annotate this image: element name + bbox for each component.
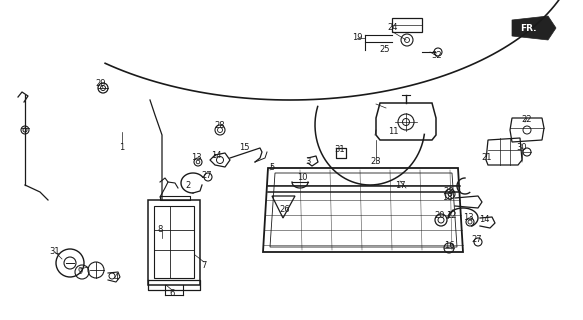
Text: 14: 14 — [479, 214, 489, 223]
Bar — [392, 18, 422, 32]
Text: 7: 7 — [201, 260, 207, 269]
Text: 23: 23 — [371, 157, 381, 166]
Text: 4: 4 — [113, 274, 118, 283]
Text: 10: 10 — [297, 173, 307, 182]
Text: 27: 27 — [202, 171, 212, 180]
Text: 18: 18 — [442, 194, 452, 203]
Text: 24: 24 — [388, 23, 398, 33]
Text: 13: 13 — [191, 153, 201, 162]
Text: FR.: FR. — [520, 24, 536, 33]
Text: 21: 21 — [482, 153, 492, 162]
Text: 12: 12 — [446, 211, 456, 220]
Text: 13: 13 — [463, 213, 473, 222]
Text: 32: 32 — [431, 52, 442, 60]
Text: 6: 6 — [169, 290, 175, 299]
Text: 28: 28 — [444, 188, 454, 196]
Text: 2: 2 — [185, 180, 191, 189]
Text: 28: 28 — [215, 122, 225, 131]
Text: 9: 9 — [78, 268, 83, 276]
Text: 27: 27 — [472, 236, 482, 244]
Text: 14: 14 — [210, 150, 222, 159]
Polygon shape — [512, 16, 556, 40]
Text: 16: 16 — [444, 241, 454, 250]
Text: 31: 31 — [50, 247, 60, 257]
Text: 22: 22 — [522, 116, 532, 124]
Text: 5: 5 — [269, 164, 275, 172]
Text: 11: 11 — [388, 126, 398, 135]
Text: 8: 8 — [157, 226, 163, 235]
Text: 31: 31 — [335, 146, 345, 155]
Text: 1: 1 — [120, 142, 125, 151]
Text: 30: 30 — [517, 143, 527, 153]
Text: 26: 26 — [280, 205, 290, 214]
Text: 20: 20 — [435, 212, 445, 220]
Text: 17: 17 — [395, 180, 405, 189]
Text: 29: 29 — [96, 78, 106, 87]
Text: 19: 19 — [352, 34, 362, 43]
Text: 15: 15 — [239, 143, 250, 153]
Text: 25: 25 — [380, 44, 390, 53]
Text: 3: 3 — [305, 156, 311, 165]
